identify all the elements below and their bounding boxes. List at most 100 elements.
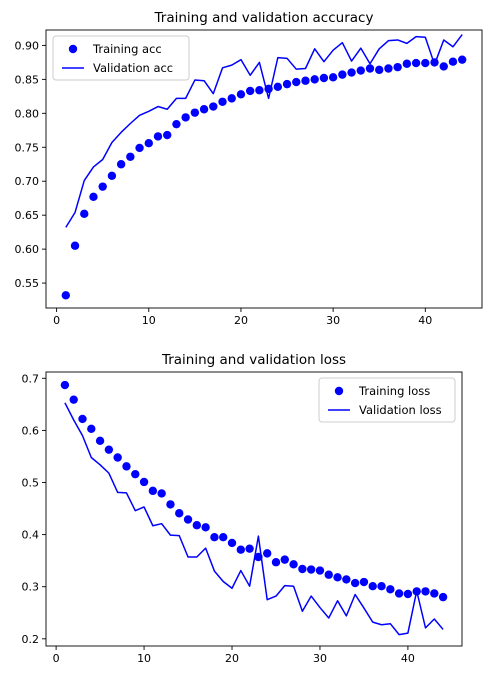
acc-x-tick-label: 20 xyxy=(234,314,248,327)
acc-training-acc-point xyxy=(181,113,190,122)
loss-training-loss-point xyxy=(280,555,289,564)
acc-training-acc-point xyxy=(89,192,98,202)
loss-training-loss-point xyxy=(157,489,166,498)
loss-training-loss-point xyxy=(192,521,202,530)
acc-legend-training-acc-swatch xyxy=(68,44,78,54)
loss-training-loss-point xyxy=(333,573,342,582)
acc-legend: Training acc Validation acc xyxy=(52,35,190,81)
loss-training-loss-point xyxy=(306,565,316,574)
acc-training-acc-point xyxy=(163,130,172,140)
acc-training-acc-point xyxy=(310,75,319,84)
loss-training-loss-point xyxy=(438,592,448,602)
loss-y-tick-label: 0.5 xyxy=(22,477,40,490)
acc-y-tick-label: 0.90 xyxy=(15,39,40,52)
loss-training-loss-point xyxy=(245,544,254,553)
acc-training-acc-point xyxy=(70,241,80,250)
acc-axes-frame xyxy=(45,29,483,309)
acc-training-acc-point xyxy=(255,86,264,95)
acc-training-acc-point xyxy=(172,119,181,129)
loss-training-loss-point xyxy=(219,533,228,542)
acc-training-acc-point xyxy=(218,97,227,106)
loss-legend: Training loss Validation loss xyxy=(318,377,456,423)
loss-training-loss-point xyxy=(324,570,333,579)
loss-chart: Training and validation loss 0 10 20 30 40 0.2… xyxy=(22,352,463,665)
acc-training-acc-point xyxy=(153,132,163,141)
acc-training-acc-point xyxy=(98,182,107,191)
loss-training-loss-point xyxy=(210,533,219,542)
loss-training-loss-point xyxy=(315,566,325,575)
acc-legend-box xyxy=(52,35,190,81)
loss-x-tick-label: 40 xyxy=(401,652,415,665)
loss-legend-box xyxy=(318,377,456,423)
acc-training-acc-point xyxy=(375,65,384,75)
acc-training-acc-point xyxy=(411,58,421,68)
loss-x-tick-label: 20 xyxy=(225,652,239,665)
acc-training-acc-point xyxy=(199,105,209,114)
acc-training-acc-point xyxy=(319,73,329,83)
acc-y-tick-label: 0.85 xyxy=(15,73,40,86)
acc-training-acc-point xyxy=(107,171,117,180)
acc-y-tick-label: 0.75 xyxy=(15,141,40,154)
acc-training-acc-point xyxy=(402,59,412,68)
loss-training-loss-point xyxy=(183,515,193,524)
acc-y-tick-label: 0.55 xyxy=(15,277,40,290)
loss-x-tick-label: 0 xyxy=(53,652,60,665)
loss-training-loss-point xyxy=(377,581,386,591)
acc-training-acc-point xyxy=(384,64,393,73)
acc-y-tick-label: 0.65 xyxy=(15,209,40,222)
loss-training-loss-point xyxy=(430,589,439,598)
loss-training-loss-point xyxy=(139,477,149,487)
acc-validation-acc-line xyxy=(65,34,463,228)
acc-legend-training-acc-label: Training acc xyxy=(92,42,162,56)
loss-training-loss-point xyxy=(262,549,272,558)
acc-x-tick-label: 30 xyxy=(326,314,340,327)
acc-training-acc-point xyxy=(209,102,218,111)
loss-training-loss-point xyxy=(394,589,404,598)
loss-training-loss-point xyxy=(271,558,281,567)
acc-x-tick-label: 0 xyxy=(53,314,60,327)
acc-training-acc-point xyxy=(347,68,356,77)
loss-training-loss-point xyxy=(298,564,307,574)
acc-training-acc-point xyxy=(227,94,236,103)
acc-legend-validation-acc-label: Validation acc xyxy=(93,61,173,75)
loss-training-loss-point xyxy=(403,589,413,599)
loss-training-loss-point xyxy=(60,380,70,390)
acc-training-acc-point xyxy=(190,108,200,117)
acc-chart: Training and validation accuracy 0 10 20 30 4… xyxy=(15,10,483,327)
loss-training-loss-point xyxy=(289,560,298,569)
loss-y-tick-label: 0.7 xyxy=(22,372,40,385)
acc-training-acc-point xyxy=(457,55,467,64)
loss-axes-frame xyxy=(45,371,463,647)
acc-training-acc-point xyxy=(328,73,338,82)
loss-x-tick-label: 10 xyxy=(137,652,151,665)
acc-chart-title: Training and validation accuracy xyxy=(154,10,374,26)
acc-x-tick-label: 10 xyxy=(142,314,156,327)
loss-training-loss-point xyxy=(386,585,395,594)
loss-y-tick-label: 0.6 xyxy=(22,424,40,437)
loss-legend-training-loss-label: Training loss xyxy=(358,384,430,398)
loss-training-loss-point xyxy=(227,538,237,548)
loss-training-loss-point xyxy=(113,453,122,462)
loss-training-loss-point xyxy=(175,509,184,518)
loss-y-tick-label: 0.3 xyxy=(22,581,40,594)
acc-training-acc-point xyxy=(282,79,292,89)
acc-training-acc-point xyxy=(245,86,255,96)
acc-training-acc-point xyxy=(236,90,246,99)
acc-training-acc-point xyxy=(273,82,283,92)
loss-legend-training-loss-swatch xyxy=(334,386,344,396)
loss-training-loss-point xyxy=(342,575,351,584)
acc-training-acc-point xyxy=(116,160,126,169)
loss-x-tick-label: 30 xyxy=(313,652,327,665)
acc-y-tick-label: 0.60 xyxy=(15,243,40,256)
loss-chart-title: Training and validation loss xyxy=(161,352,346,368)
acc-training-acc-point xyxy=(356,66,365,75)
acc-training-acc-point xyxy=(338,70,347,79)
loss-training-loss-point xyxy=(166,500,175,509)
loss-training-loss-point xyxy=(148,486,158,496)
loss-training-loss-point xyxy=(122,462,131,471)
acc-training-acc-point xyxy=(292,77,301,87)
acc-training-acc-point xyxy=(448,57,458,66)
loss-training-loss-point xyxy=(78,414,87,424)
acc-y-tick-label: 0.70 xyxy=(15,175,40,188)
